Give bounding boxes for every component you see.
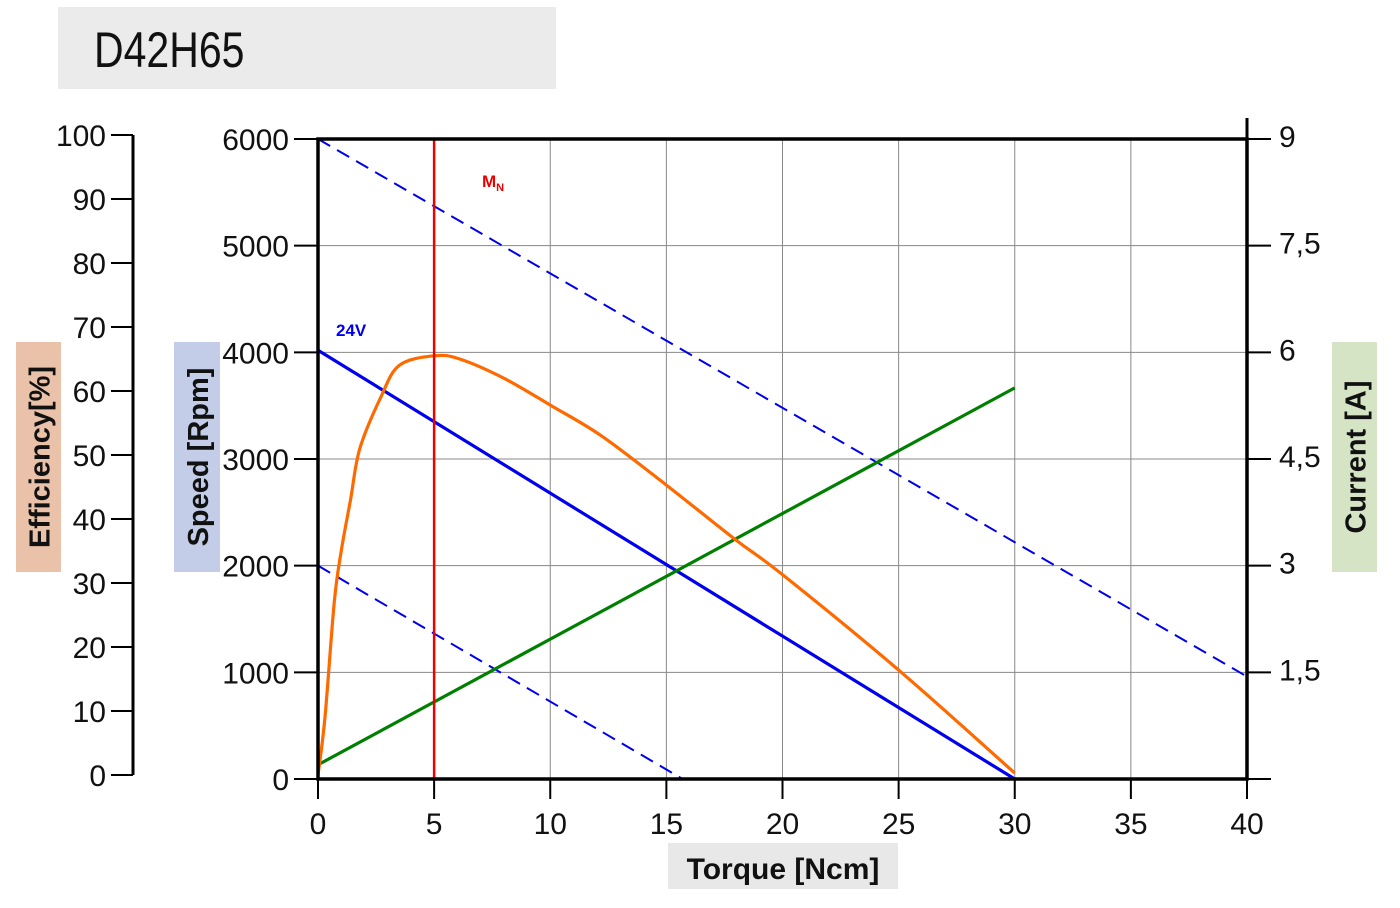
speed-axis-label-box xyxy=(174,342,220,572)
plot-frame xyxy=(316,137,1249,781)
series-speed-line-1 xyxy=(317,138,1248,678)
torque-tick-label: 5 xyxy=(426,808,443,841)
rated-torque-subscript: N xyxy=(496,182,504,194)
efficiency-tick-label: 100 xyxy=(56,120,106,153)
efficiency-tick-label: 40 xyxy=(73,504,106,537)
chart-title-box: D42H65 xyxy=(58,7,556,89)
speed-tick-label: 2000 xyxy=(222,551,289,584)
speed-axis-label: Speed [Rpm] xyxy=(183,368,215,547)
torque-tick-label: 30 xyxy=(998,808,1031,841)
current-tick-label: 7,5 xyxy=(1279,228,1321,261)
efficiency-tick-label: 50 xyxy=(73,440,106,473)
speed-tick-label: 6000 xyxy=(222,124,289,157)
torque-axis-label-box xyxy=(668,843,898,889)
efficiency-tick-label: 90 xyxy=(73,184,106,217)
efficiency-axis-label-box xyxy=(16,342,61,572)
speed-tick-label: 0 xyxy=(272,764,289,797)
efficiency-tick-label: 70 xyxy=(73,312,106,345)
torque-tick-label: 35 xyxy=(1114,808,1147,841)
efficiency-tick-label: 10 xyxy=(73,696,106,729)
torque-tick-label: 40 xyxy=(1230,808,1263,841)
torque-tick-label: 20 xyxy=(766,808,799,841)
series-efficiency-line-4 xyxy=(316,353,1016,776)
torque-tick-label: 10 xyxy=(534,808,567,841)
current-axis-label-box xyxy=(1332,342,1377,572)
torque-tick-label: 25 xyxy=(882,808,915,841)
speed-tick-label: 5000 xyxy=(222,231,289,264)
current-tick-label: 4,5 xyxy=(1279,441,1321,474)
series-speed-line-2 xyxy=(317,564,684,780)
current-tick-label: 1,5 xyxy=(1279,654,1321,687)
efficiency-tick-label: 0 xyxy=(89,760,106,793)
current-tick-label: 3 xyxy=(1279,548,1296,581)
chart-title: D42H65 xyxy=(94,22,245,78)
torque-axis-label: Torque [Ncm] xyxy=(687,853,880,886)
current-axis-label: Current [A] xyxy=(1341,380,1373,533)
efficiency-tick-label: 60 xyxy=(73,376,106,409)
speed-tick-label: 4000 xyxy=(222,337,289,370)
speed-tick-label: 3000 xyxy=(222,444,289,477)
efficiency-axis-label: Efficiency[%] xyxy=(25,366,57,548)
rated-torque-label: MN xyxy=(482,172,504,194)
current-tick-label: 6 xyxy=(1279,334,1296,367)
efficiency-tick-label: 30 xyxy=(73,568,106,601)
torque-tick-label: 0 xyxy=(310,808,327,841)
torque-tick-label: 15 xyxy=(650,808,683,841)
current-tick-label: 9 xyxy=(1279,121,1296,154)
series-label-24V: 24V xyxy=(336,321,367,340)
efficiency-tick-label: 80 xyxy=(73,248,106,281)
speed-tick-label: 1000 xyxy=(222,657,289,690)
efficiency-tick-label: 20 xyxy=(73,632,106,665)
